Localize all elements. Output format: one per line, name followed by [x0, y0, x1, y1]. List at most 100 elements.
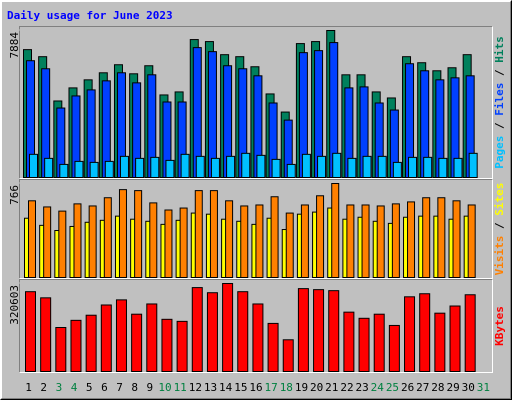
- bar: [179, 207, 188, 278]
- bar: [149, 202, 158, 279]
- x-tick-label: 14: [219, 381, 233, 394]
- bar: [118, 189, 127, 278]
- x-tick-label: 16: [249, 381, 262, 394]
- legend-entry: Files: [493, 83, 506, 116]
- bar: [255, 204, 264, 278]
- bar: [28, 200, 36, 278]
- bar: [165, 159, 175, 178]
- x-tick-label: 23: [356, 381, 369, 394]
- bar: [297, 288, 309, 372]
- bar: [452, 200, 461, 278]
- legend-entry: Pages: [493, 136, 506, 169]
- legend: Visits / Sites: [493, 183, 506, 276]
- bar: [343, 311, 355, 372]
- bar: [301, 153, 311, 179]
- bar: [404, 296, 416, 372]
- bar: [135, 157, 145, 178]
- bar: [438, 157, 448, 178]
- bar: [434, 312, 446, 373]
- chart-title: Daily usage for June 2023: [7, 9, 173, 22]
- panel-frame: [19, 26, 493, 179]
- bar: [286, 163, 296, 179]
- bar: [55, 326, 67, 373]
- x-tick-label: 9: [147, 381, 154, 394]
- x-tick-label: 24: [371, 381, 385, 394]
- x-tick-label: 26: [401, 381, 414, 394]
- bar: [146, 303, 158, 372]
- legend-entry: KBytes: [493, 306, 506, 346]
- legend-separator: /: [493, 116, 506, 136]
- bar: [271, 158, 281, 178]
- x-tick-label: 18: [280, 381, 293, 394]
- bar: [316, 195, 325, 279]
- x-tick-label: 28: [431, 381, 444, 394]
- bar: [362, 155, 372, 179]
- bar: [270, 196, 279, 278]
- legend: Pages / Files / Hits: [493, 36, 506, 169]
- x-tick-label: 1: [25, 381, 32, 394]
- bar: [43, 206, 52, 278]
- bar: [423, 156, 433, 178]
- legend-separator: /: [493, 63, 506, 83]
- bar: [241, 152, 251, 178]
- bar: [29, 153, 38, 179]
- bar: [88, 205, 97, 279]
- x-tick-label: 25: [386, 381, 399, 394]
- bar: [313, 289, 325, 372]
- bar: [58, 210, 67, 278]
- bar: [252, 303, 264, 372]
- bar: [346, 204, 355, 278]
- bar: [347, 157, 357, 178]
- bar: [449, 305, 461, 373]
- bar: [209, 190, 218, 278]
- bar: [70, 319, 82, 373]
- bar: [100, 304, 112, 372]
- bar: [195, 155, 205, 179]
- y-tick-label: 7884: [8, 32, 21, 59]
- x-tick-label: 15: [234, 381, 247, 394]
- x-tick-label: 29: [446, 381, 459, 394]
- bar: [131, 313, 143, 372]
- bar: [103, 197, 112, 278]
- x-tick-label: 10: [158, 381, 171, 394]
- bar: [332, 152, 342, 178]
- bar: [134, 190, 143, 278]
- bar: [256, 154, 266, 179]
- x-tick-label: 2: [40, 381, 47, 394]
- bar: [468, 152, 478, 178]
- bar: [377, 155, 387, 179]
- bar: [407, 201, 416, 279]
- x-tick-label: 17: [265, 381, 278, 394]
- x-tick-label: 30: [462, 381, 475, 394]
- bar: [222, 283, 234, 372]
- x-tick-label: 3: [56, 381, 63, 394]
- x-tick-label: 11: [174, 381, 187, 394]
- bar: [161, 318, 173, 372]
- panel-frame: [19, 26, 493, 179]
- x-tick-label: 22: [340, 381, 353, 394]
- bar: [467, 204, 476, 278]
- bar: [164, 209, 173, 278]
- bar: [237, 291, 249, 373]
- bar: [210, 157, 220, 178]
- bar: [408, 156, 418, 178]
- bar: [464, 294, 476, 372]
- bar: [225, 200, 234, 278]
- x-tick-label: 21: [325, 381, 338, 394]
- bar: [422, 197, 431, 278]
- panel-frame: [19, 279, 493, 373]
- bar: [206, 292, 218, 372]
- x-tick-label: 31: [477, 381, 490, 394]
- bar: [226, 155, 236, 179]
- bar: [373, 313, 385, 372]
- bar: [115, 299, 127, 372]
- y-tick-label: 320603: [8, 285, 21, 325]
- bar: [392, 161, 402, 179]
- panel-frame: [19, 279, 493, 373]
- bar: [89, 161, 99, 179]
- y-tick-label: 766: [8, 185, 21, 205]
- x-tick-label: 13: [204, 381, 217, 394]
